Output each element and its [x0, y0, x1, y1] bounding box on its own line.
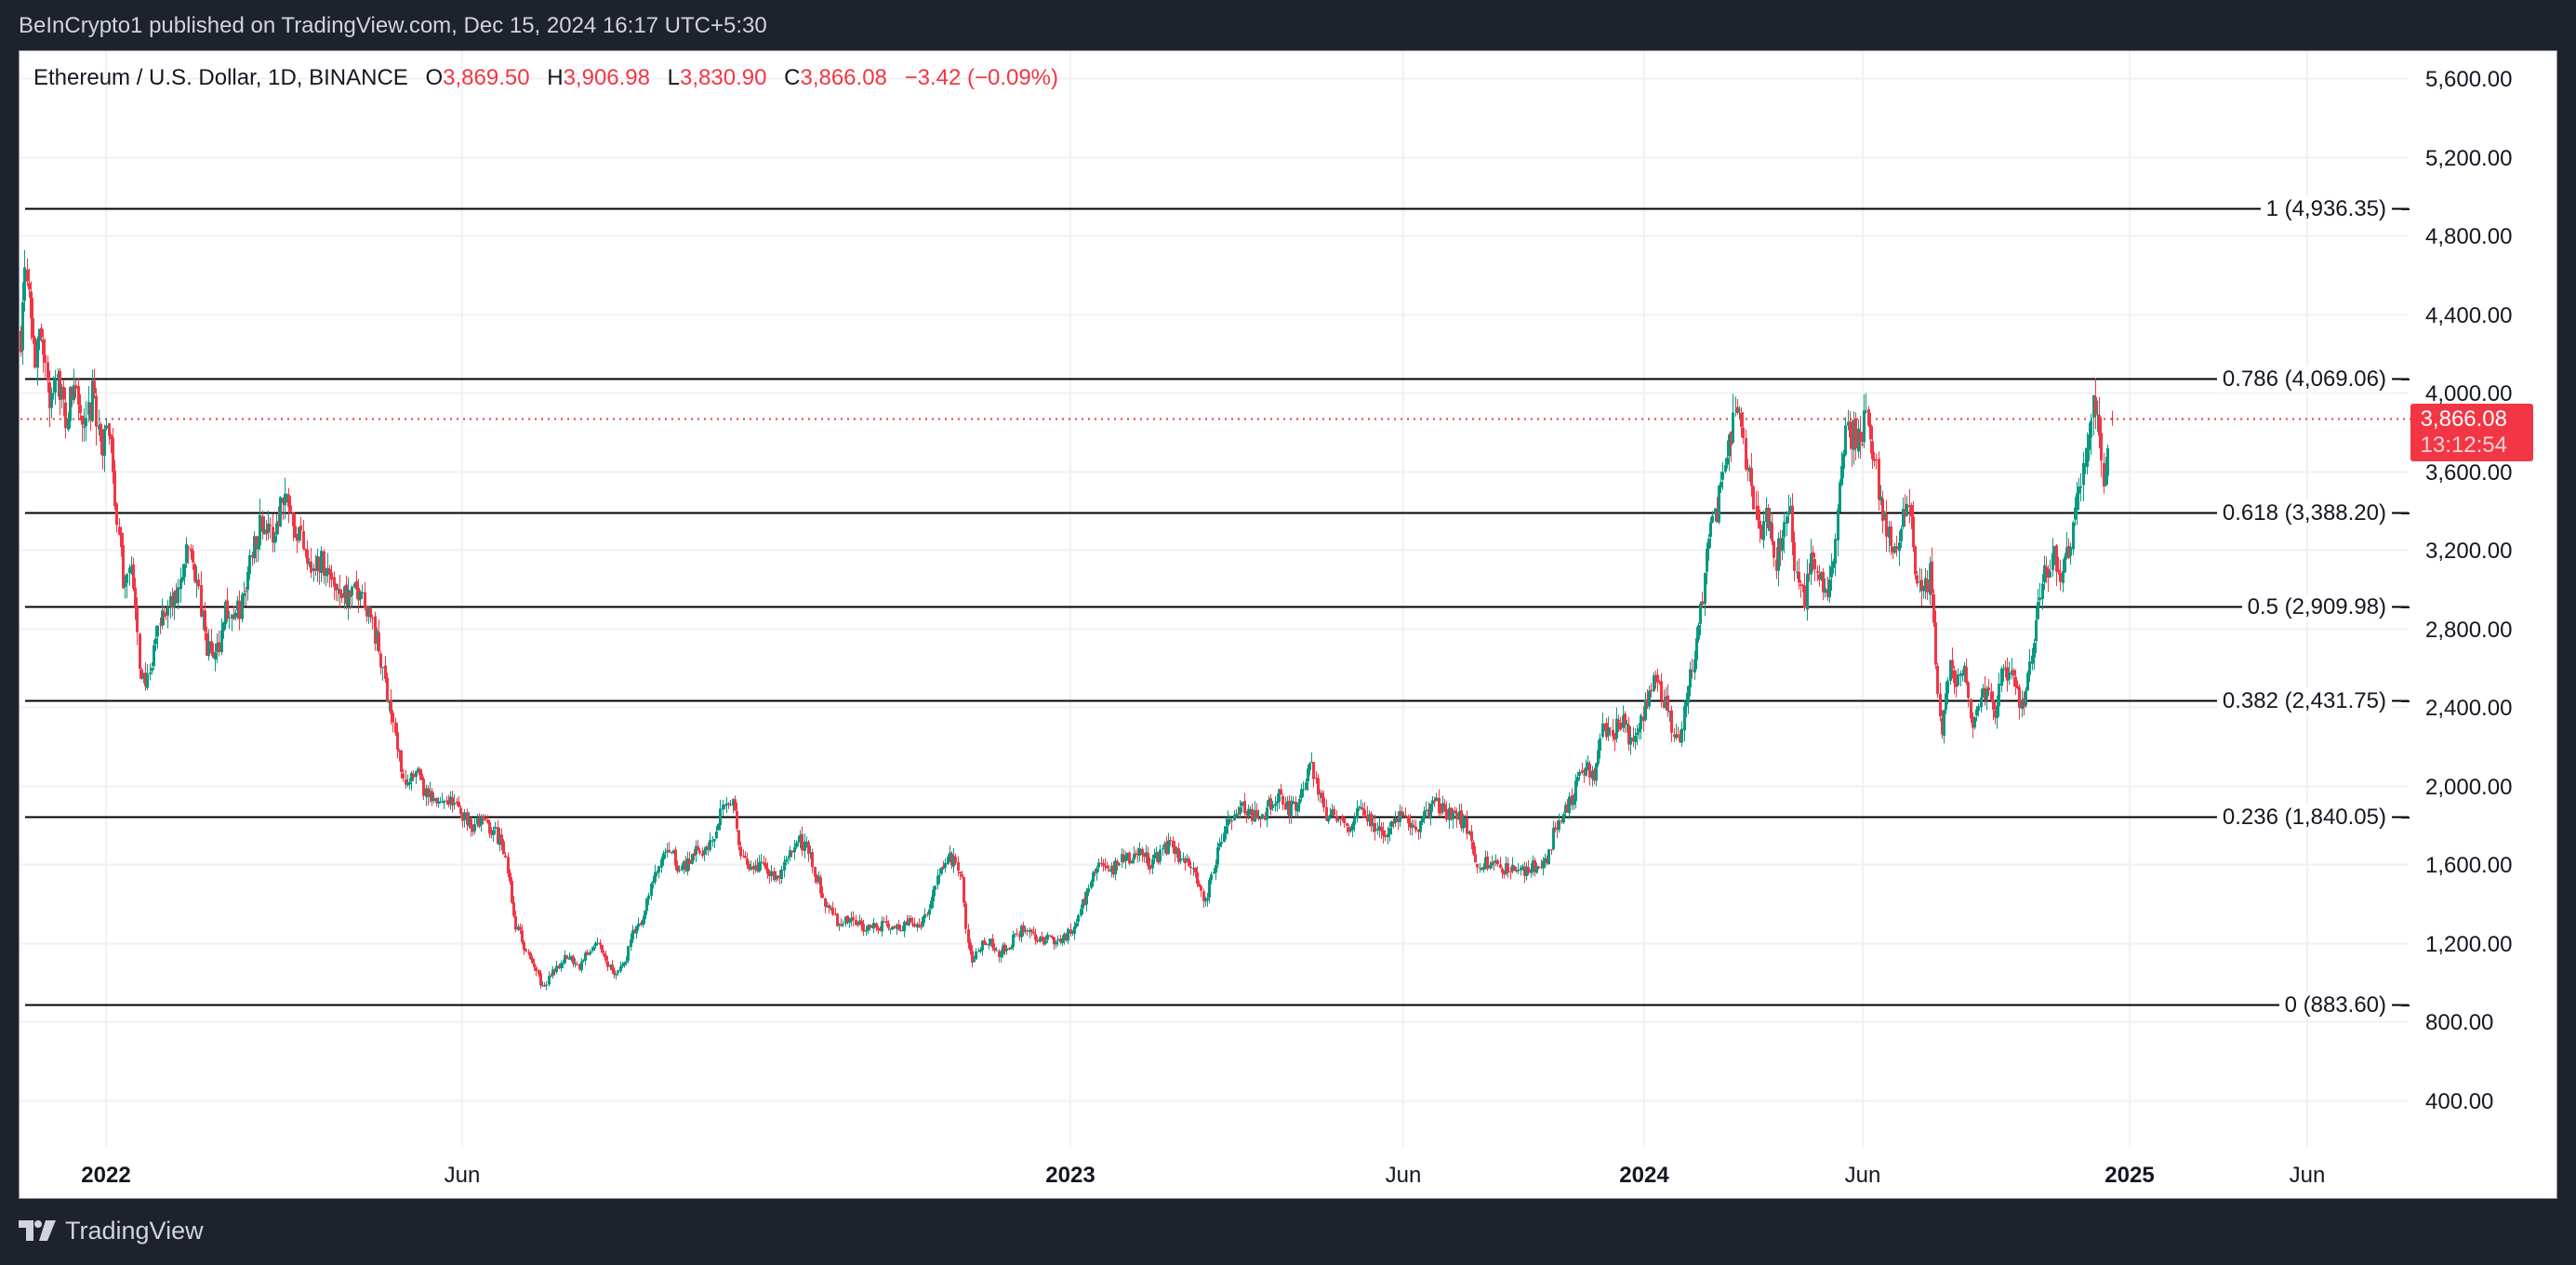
fib-level-label: 0.786 (4,069.06) — [2216, 366, 2392, 393]
low-value: 3,830.90 — [680, 65, 767, 90]
price-axis-label: 800.00 — [2425, 1010, 2494, 1035]
publish-header: BeInCrypto1 published on TradingView.com… — [0, 0, 2576, 50]
price-axis-label: 5,200.00 — [2425, 145, 2513, 171]
tradingview-footer[interactable]: TradingView — [19, 1215, 204, 1246]
fib-level-label: 0.5 (2,909.98) — [2241, 594, 2392, 620]
fib-axis-tick — [2401, 606, 2410, 608]
price-axis-label: 2,400.00 — [2425, 696, 2513, 721]
price-axis-label: 2,000.00 — [2425, 774, 2513, 800]
price-axis-label: 5,600.00 — [2425, 67, 2513, 92]
fib-axis-tick — [2401, 817, 2410, 819]
bar-countdown: 13:12:54 — [2420, 433, 2507, 458]
tradingview-logo-icon — [19, 1220, 56, 1241]
chart-legend[interactable]: Ethereum / U.S. Dollar, 1D, BINANCE O3,8… — [33, 65, 1058, 91]
price-axis-label: 4,800.00 — [2425, 224, 2513, 249]
price-axis-label: 1,200.00 — [2425, 931, 2513, 957]
fibonacci-retracement[interactable] — [25, 207, 2409, 1006]
fib-level-label: 0.382 (2,431.75) — [2216, 688, 2392, 714]
price-axis-label: 2,800.00 — [2425, 617, 2513, 643]
time-axis-label: 2025 — [2105, 1163, 2155, 1188]
time-axis-label: 2023 — [1045, 1163, 1095, 1188]
symbol-title[interactable]: Ethereum / U.S. Dollar, 1D, BINANCE — [33, 65, 408, 90]
change-value: −3.42 (−0.09%) — [904, 65, 1059, 90]
open-value: 3,869.50 — [443, 65, 530, 90]
time-axis-label: 2022 — [81, 1163, 131, 1188]
price-axis-label: 400.00 — [2425, 1088, 2494, 1114]
time-axis-label: 2024 — [1619, 1163, 1669, 1188]
open-label: O — [425, 65, 444, 90]
time-axis-label: Jun — [2289, 1163, 2326, 1188]
fib-axis-tick — [2401, 513, 2410, 514]
close-label: C — [784, 65, 801, 90]
fib-axis-tick — [2401, 700, 2410, 702]
last-price-value: 3,866.08 — [2420, 406, 2507, 432]
low-label: L — [667, 65, 681, 90]
price-axis-label: 3,200.00 — [2425, 539, 2513, 564]
price-axis-label: 4,400.00 — [2425, 302, 2513, 328]
chart-pane[interactable] — [19, 50, 2557, 1199]
time-axis-label: Jun — [1385, 1163, 1422, 1188]
tradingview-brand: TradingView — [65, 1216, 204, 1245]
high-value: 3,906.98 — [563, 65, 650, 90]
close-value: 3,866.08 — [800, 65, 887, 90]
fib-level-label: 1 (4,936.35) — [2260, 196, 2392, 222]
high-label: H — [547, 65, 564, 90]
grid-lines — [20, 51, 2409, 1147]
last-price-badge: 3,866.08 13:12:54 — [2410, 404, 2533, 461]
fib-level-label: 0.618 (3,388.20) — [2216, 500, 2392, 526]
fib-axis-tick — [2401, 379, 2410, 380]
price-axis-label: 1,600.00 — [2425, 853, 2513, 878]
price-axis-label: 4,000.00 — [2425, 381, 2513, 406]
fib-axis-tick — [2401, 208, 2410, 210]
time-axis-label: Jun — [1844, 1163, 1881, 1188]
fib-level-label: 0.236 (1,840.05) — [2216, 805, 2392, 831]
candles — [20, 249, 2114, 991]
fib-level-label: 0 (883.60) — [2278, 992, 2392, 1019]
time-axis-label: Jun — [444, 1163, 481, 1188]
price-axis-label: 3,600.00 — [2425, 459, 2513, 486]
publish-info: BeInCrypto1 published on TradingView.com… — [19, 13, 767, 38]
fib-axis-tick — [2401, 1005, 2410, 1006]
